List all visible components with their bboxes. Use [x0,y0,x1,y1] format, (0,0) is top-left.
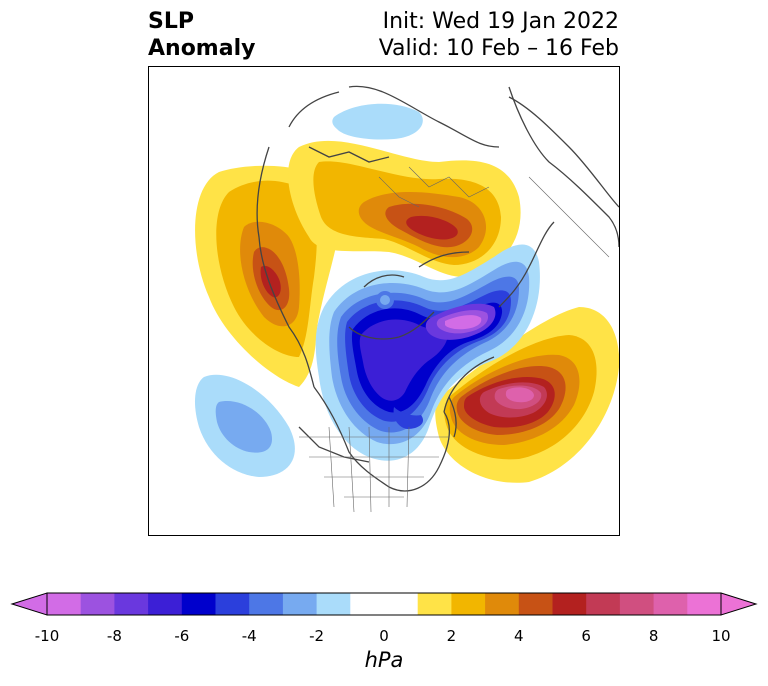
colorbar-cell [316,593,351,615]
colorbar-cell [451,593,486,615]
colorbar-extend-low [10,592,48,616]
colorbar-cell [384,593,419,615]
colorbar-cell [215,593,250,615]
title-variable: SLP [148,9,194,34]
colorbar-cell [518,593,553,615]
negative-anomaly-arctic [315,244,540,461]
colorbar-tick-label: 10 [711,627,731,645]
political-borders [299,166,610,513]
colorbar-cell [417,593,452,615]
colorbar-tick-label: -8 [106,627,122,645]
colorbar-cell [282,593,318,615]
negative-anomaly-pacific [194,374,295,477]
colorbar [10,592,758,616]
colorbar-cell [653,593,688,615]
colorbar-tick-label: -10 [34,627,60,645]
colorbar-cell [350,593,385,615]
map-title: SLP Anomaly [148,8,255,62]
colorbar-tick-label: -6 [174,627,190,645]
colorbar-tick-label: 2 [446,627,457,645]
positive-anomaly-siberia [288,140,521,278]
colorbar-extend-high [720,592,758,616]
colorbar-tick-label: 6 [581,627,591,645]
map-dates: Init: Wed 19 Jan 2022 Valid: 10 Feb – 16… [379,8,619,62]
negative-anomaly-top [332,103,423,140]
colorbar-cell [619,593,655,615]
colorbar-cell [586,593,621,615]
colorbar-cell [485,593,520,615]
colorbar-cell [181,593,216,615]
colorbar-units: hPa [364,648,404,672]
colorbar-cell [687,593,722,615]
positive-anomaly-atlantic [435,307,619,483]
title-anomaly: Anomaly [148,36,256,61]
anomaly-map [148,66,620,536]
colorbar-tick-label: -2 [309,627,325,645]
colorbar-outline [46,592,722,616]
colorbar-cell [148,593,183,615]
anomaly-map-canvas [194,85,619,513]
colorbar-cell [552,593,587,615]
colorbar-cell [80,593,115,615]
init-date-label: Init: Wed 19 Jan 2022 [382,9,619,34]
colorbar-tick-label: 4 [514,627,524,645]
colorbar-tick-label: 0 [379,627,389,645]
colorbar-tick-label: 8 [648,627,659,645]
colorbar-tick-label: -4 [241,627,257,645]
valid-range-label: Valid: 10 Feb – 16 Feb [378,36,619,61]
colorbar-cell [114,593,149,615]
colorbar-cell [47,593,82,615]
colorbar-cell [249,593,284,615]
coastlines [256,85,619,492]
